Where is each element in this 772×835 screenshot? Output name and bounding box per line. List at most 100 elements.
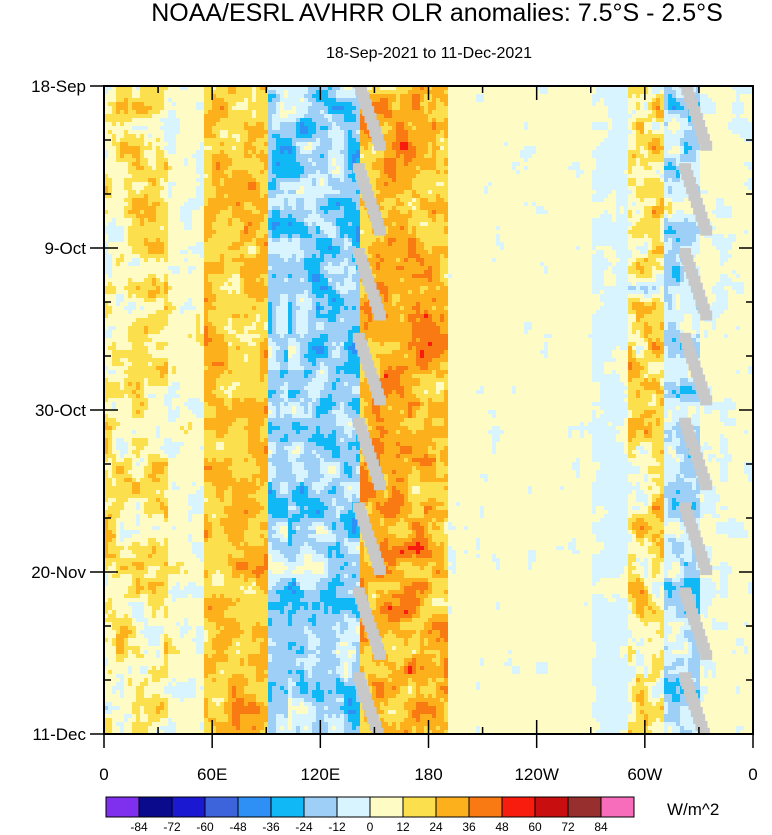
- heatmap-cell: [164, 186, 168, 190]
- heatmap-cell: [556, 138, 560, 142]
- heatmap-cell: [476, 150, 480, 154]
- heatmap-cell: [268, 146, 272, 150]
- heatmap-cell: [148, 154, 152, 158]
- heatmap-cell: [164, 130, 168, 134]
- heatmap-cell: [476, 90, 480, 94]
- heatmap-cell: [528, 106, 532, 110]
- heatmap-cell: [236, 174, 240, 178]
- heatmap-cell: [184, 202, 188, 206]
- heatmap-cell: [284, 94, 288, 98]
- heatmap-cell: [288, 118, 292, 122]
- heatmap-cell: [720, 166, 724, 170]
- heatmap-cell: [156, 190, 160, 194]
- heatmap-cell: [612, 174, 616, 178]
- heatmap-cell: [572, 142, 576, 146]
- heatmap-cell: [232, 150, 236, 154]
- heatmap-cell: [700, 174, 704, 178]
- heatmap-cell: [648, 90, 652, 94]
- heatmap-cell: [748, 134, 752, 138]
- heatmap-cell: [320, 170, 324, 174]
- heatmap-cell: [196, 198, 200, 202]
- heatmap-cell: [180, 122, 184, 126]
- heatmap-cell: [172, 194, 176, 198]
- heatmap-cell: [680, 126, 684, 130]
- heatmap-cell: [248, 110, 252, 114]
- heatmap-cell: [444, 118, 448, 122]
- heatmap-cell: [444, 94, 448, 98]
- heatmap-cell: [720, 154, 724, 158]
- heatmap-cell: [524, 166, 528, 170]
- heatmap-cell: [244, 190, 248, 194]
- heatmap-cell: [480, 194, 484, 198]
- heatmap-cell: [364, 150, 368, 154]
- heatmap-cell: [136, 158, 140, 162]
- heatmap-cell: [648, 194, 652, 198]
- heatmap-cell: [156, 114, 160, 118]
- heatmap-cell: [524, 186, 528, 190]
- heatmap-cell: [516, 114, 520, 118]
- heatmap-cell: [708, 130, 712, 134]
- heatmap-cell: [504, 194, 508, 198]
- heatmap-cell: [204, 166, 208, 170]
- heatmap-cell: [476, 94, 480, 98]
- heatmap-cell: [496, 186, 500, 190]
- heatmap-cell: [184, 154, 188, 158]
- heatmap-cell: [720, 118, 724, 122]
- heatmap-cell: [472, 94, 476, 98]
- heatmap-cell: [464, 118, 468, 122]
- heatmap-cell: [280, 138, 284, 142]
- heatmap-cell: [340, 158, 344, 162]
- heatmap-cell: [168, 142, 172, 146]
- heatmap-cell: [348, 166, 352, 170]
- heatmap-cell: [640, 190, 644, 194]
- heatmap-cell: [664, 150, 668, 154]
- heatmap-cell: [532, 174, 536, 178]
- heatmap-cell: [520, 126, 524, 130]
- heatmap-cell: [380, 174, 384, 178]
- heatmap-cell: [468, 106, 472, 110]
- heatmap-cell: [716, 170, 720, 174]
- heatmap-cell: [132, 170, 136, 174]
- heatmap-cell: [656, 138, 660, 142]
- heatmap-cell: [316, 130, 320, 134]
- heatmap-cell: [240, 114, 244, 118]
- heatmap-cell: [304, 102, 308, 106]
- heatmap-cell: [116, 114, 120, 118]
- heatmap-cell: [720, 122, 724, 126]
- heatmap-cell: [520, 182, 524, 186]
- heatmap-cell: [628, 166, 632, 170]
- heatmap-cell: [616, 146, 620, 150]
- heatmap-cell: [528, 94, 532, 98]
- heatmap-cell: [448, 142, 452, 146]
- heatmap-cell: [576, 94, 580, 98]
- heatmap-cell: [460, 122, 464, 126]
- heatmap-cell: [452, 154, 456, 158]
- heatmap-cell: [284, 98, 288, 102]
- heatmap-cell: [312, 186, 316, 190]
- heatmap-cell: [508, 138, 512, 142]
- heatmap-cell: [704, 186, 708, 190]
- heatmap-cell: [284, 154, 288, 158]
- heatmap-cell: [240, 138, 244, 142]
- heatmap-cell: [108, 154, 112, 158]
- heatmap-cell: [220, 186, 224, 190]
- heatmap-cell: [244, 134, 248, 138]
- heatmap-cell: [724, 134, 728, 138]
- heatmap-cell: [740, 166, 744, 170]
- heatmap-cell: [152, 130, 156, 134]
- heatmap-cell: [444, 174, 448, 178]
- heatmap-cell: [124, 110, 128, 114]
- heatmap-cell: [532, 190, 536, 194]
- heatmap-cell: [268, 150, 272, 154]
- heatmap-cell: [624, 130, 628, 134]
- heatmap-cell: [504, 130, 508, 134]
- heatmap-cell: [748, 110, 752, 114]
- heatmap-cell: [168, 126, 172, 130]
- heatmap-cell: [428, 118, 432, 122]
- heatmap-cell: [588, 130, 592, 134]
- heatmap-cell: [312, 178, 316, 182]
- heatmap-cell: [500, 198, 504, 202]
- heatmap-cell: [712, 142, 716, 146]
- heatmap-cell: [248, 158, 252, 162]
- heatmap-cell: [588, 170, 592, 174]
